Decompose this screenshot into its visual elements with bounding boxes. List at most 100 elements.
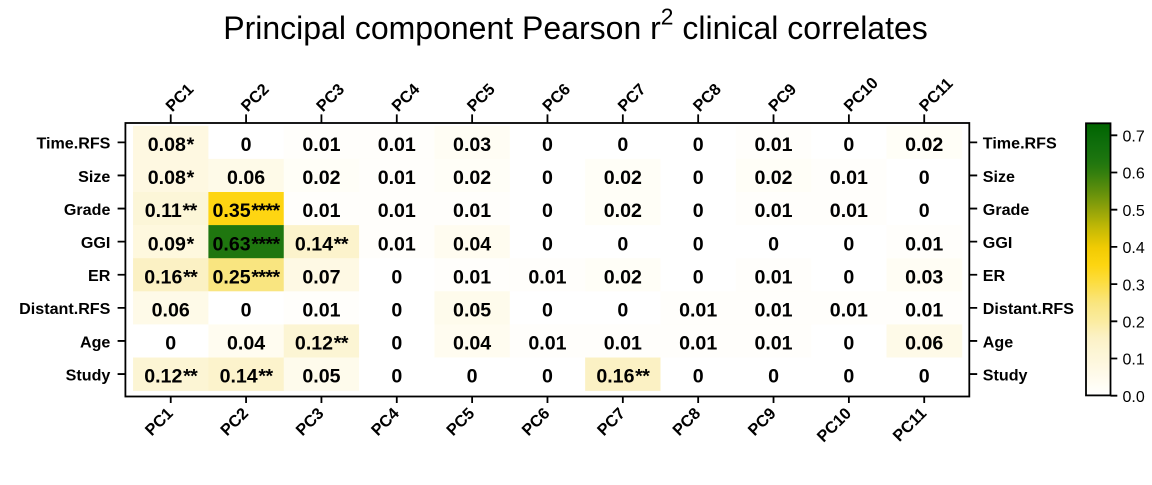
svg-text:0.03: 0.03 xyxy=(905,266,943,288)
svg-text:0: 0 xyxy=(241,134,252,156)
svg-text:0.08*: 0.08* xyxy=(148,167,195,189)
svg-text:0: 0 xyxy=(391,266,402,288)
svg-text:0.08*: 0.08* xyxy=(148,134,195,156)
svg-text:0.01: 0.01 xyxy=(378,167,416,189)
svg-text:0: 0 xyxy=(693,366,704,388)
svg-text:0.02: 0.02 xyxy=(754,167,792,189)
svg-text:0: 0 xyxy=(843,134,854,156)
svg-text:0.5: 0.5 xyxy=(1123,203,1145,220)
svg-text:0.02: 0.02 xyxy=(604,266,642,288)
svg-text:0.09*: 0.09* xyxy=(148,233,195,255)
svg-text:0.01: 0.01 xyxy=(754,134,792,156)
svg-text:0.06: 0.06 xyxy=(905,333,943,355)
svg-text:0.02: 0.02 xyxy=(453,167,491,189)
svg-text:0.01: 0.01 xyxy=(378,134,416,156)
svg-text:0.12**: 0.12** xyxy=(295,333,349,355)
svg-text:0: 0 xyxy=(391,333,402,355)
svg-text:0: 0 xyxy=(843,233,854,255)
svg-text:Size: Size xyxy=(78,168,110,186)
svg-text:0.01: 0.01 xyxy=(679,333,717,355)
svg-text:0: 0 xyxy=(843,366,854,388)
svg-text:0.03: 0.03 xyxy=(453,134,491,156)
svg-text:Distant.RFS: Distant.RFS xyxy=(19,300,110,318)
svg-text:0: 0 xyxy=(617,233,628,255)
svg-text:0.01: 0.01 xyxy=(754,333,792,355)
svg-text:0: 0 xyxy=(843,266,854,288)
svg-text:0.01: 0.01 xyxy=(604,333,642,355)
svg-text:GGI: GGI xyxy=(983,234,1013,252)
svg-text:0.07: 0.07 xyxy=(302,266,340,288)
svg-text:0: 0 xyxy=(391,366,402,388)
svg-text:0.04: 0.04 xyxy=(453,233,491,255)
svg-text:0: 0 xyxy=(919,366,930,388)
svg-text:ER: ER xyxy=(88,267,111,285)
svg-text:0.02: 0.02 xyxy=(604,167,642,189)
svg-text:0.01: 0.01 xyxy=(830,200,868,222)
svg-text:0.16**: 0.16** xyxy=(596,366,650,388)
svg-text:0.12**: 0.12** xyxy=(144,366,198,388)
svg-text:0: 0 xyxy=(241,299,252,321)
svg-text:0: 0 xyxy=(542,366,553,388)
svg-text:0.01: 0.01 xyxy=(830,299,868,321)
svg-text:0.01: 0.01 xyxy=(905,299,943,321)
svg-text:0.2: 0.2 xyxy=(1123,315,1145,332)
svg-text:0: 0 xyxy=(617,134,628,156)
svg-text:0: 0 xyxy=(467,366,478,388)
svg-text:GGI: GGI xyxy=(81,234,111,252)
svg-text:0: 0 xyxy=(542,299,553,321)
svg-text:Age: Age xyxy=(983,333,1013,351)
svg-text:0: 0 xyxy=(843,333,854,355)
svg-text:0: 0 xyxy=(768,233,779,255)
svg-text:0.25****: 0.25**** xyxy=(212,266,280,288)
svg-text:0.06: 0.06 xyxy=(227,167,265,189)
svg-text:0: 0 xyxy=(919,167,930,189)
svg-text:Grade: Grade xyxy=(64,201,111,219)
svg-text:0.3: 0.3 xyxy=(1123,277,1145,294)
svg-text:0.01: 0.01 xyxy=(302,134,340,156)
svg-text:0.01: 0.01 xyxy=(754,266,792,288)
svg-text:0.01: 0.01 xyxy=(378,233,416,255)
svg-text:0: 0 xyxy=(542,134,553,156)
svg-text:0: 0 xyxy=(693,167,704,189)
svg-text:0.1: 0.1 xyxy=(1123,352,1145,369)
svg-text:0.01: 0.01 xyxy=(528,333,566,355)
svg-text:ER: ER xyxy=(983,267,1006,285)
svg-text:0.01: 0.01 xyxy=(302,200,340,222)
svg-text:0.0: 0.0 xyxy=(1123,389,1145,406)
svg-text:Study: Study xyxy=(983,366,1028,384)
svg-text:0.01: 0.01 xyxy=(453,200,491,222)
svg-text:0.05: 0.05 xyxy=(302,366,340,388)
svg-text:0.05: 0.05 xyxy=(453,299,491,321)
svg-text:0.04: 0.04 xyxy=(453,333,491,355)
svg-text:0.63****: 0.63**** xyxy=(212,233,280,255)
svg-text:0.02: 0.02 xyxy=(905,134,943,156)
svg-text:0: 0 xyxy=(693,266,704,288)
svg-text:0.14**: 0.14** xyxy=(220,366,274,388)
svg-text:0.16**: 0.16** xyxy=(144,266,198,288)
svg-text:0: 0 xyxy=(165,333,176,355)
svg-text:0.04: 0.04 xyxy=(227,333,265,355)
svg-text:Distant.RFS: Distant.RFS xyxy=(983,300,1074,318)
svg-text:Age: Age xyxy=(80,333,110,351)
svg-text:Principal component Pearson r2: Principal component Pearson r2 clinical … xyxy=(223,3,928,46)
svg-text:Study: Study xyxy=(66,366,111,384)
svg-text:0: 0 xyxy=(693,233,704,255)
svg-text:0.01: 0.01 xyxy=(528,266,566,288)
svg-text:0.01: 0.01 xyxy=(453,266,491,288)
svg-text:0.01: 0.01 xyxy=(754,200,792,222)
svg-text:0: 0 xyxy=(391,299,402,321)
svg-text:0: 0 xyxy=(693,200,704,222)
svg-text:0.06: 0.06 xyxy=(152,299,190,321)
svg-text:0.4: 0.4 xyxy=(1123,240,1145,257)
svg-text:0: 0 xyxy=(617,299,628,321)
svg-text:0.7: 0.7 xyxy=(1123,129,1145,146)
svg-text:0.01: 0.01 xyxy=(905,233,943,255)
svg-text:0.01: 0.01 xyxy=(754,299,792,321)
svg-text:0: 0 xyxy=(542,167,553,189)
svg-text:0.01: 0.01 xyxy=(302,299,340,321)
svg-text:Time.RFS: Time.RFS xyxy=(983,135,1057,153)
svg-text:0.01: 0.01 xyxy=(378,200,416,222)
svg-text:Grade: Grade xyxy=(983,201,1030,219)
svg-text:0: 0 xyxy=(542,200,553,222)
svg-text:0: 0 xyxy=(768,366,779,388)
